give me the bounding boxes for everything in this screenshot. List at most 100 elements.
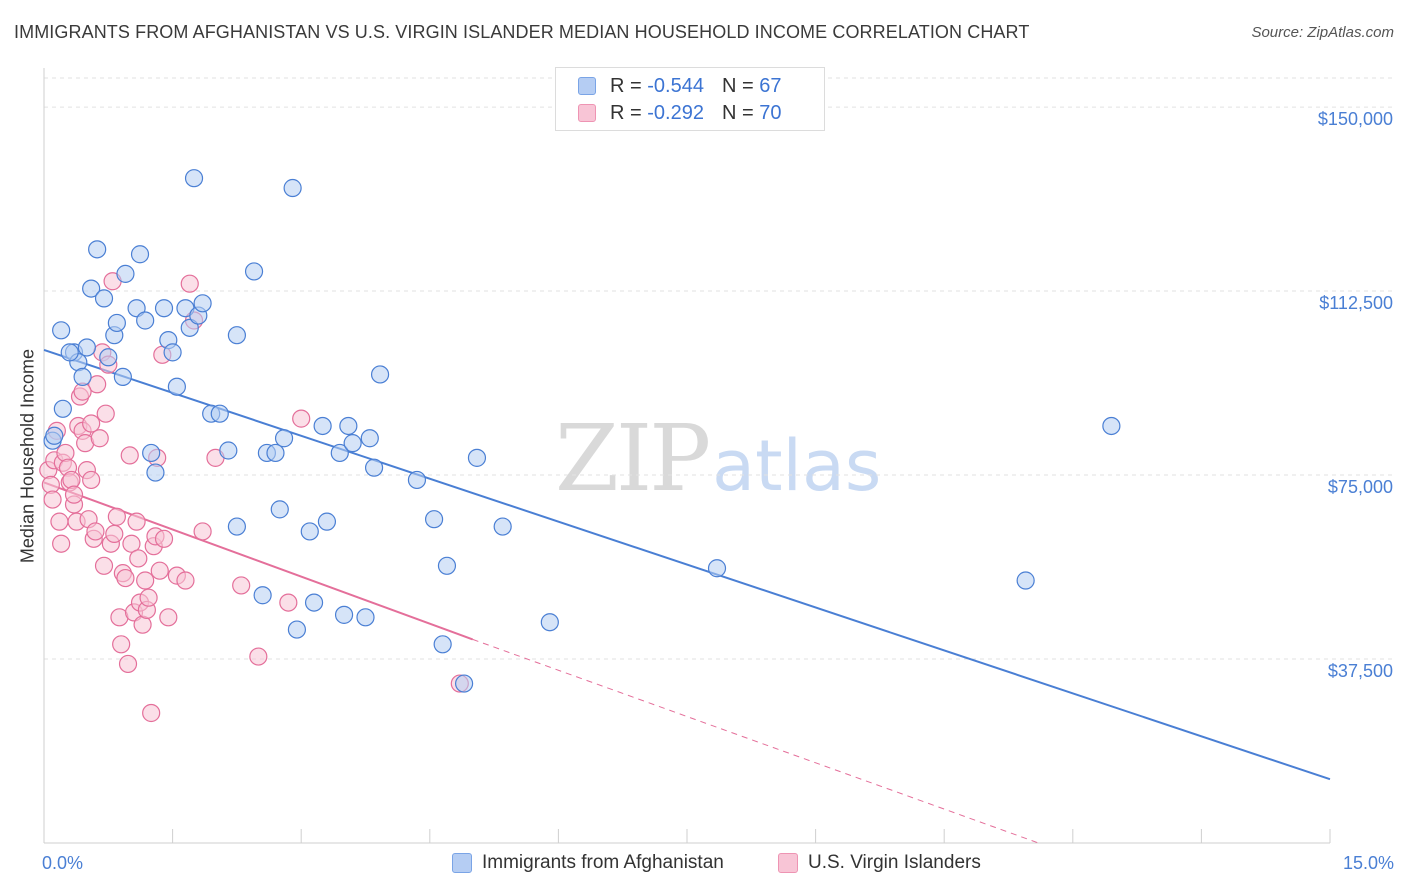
data-point-virgin-islanders	[112, 635, 131, 654]
data-point-virgin-islanders	[122, 534, 141, 553]
data-point-afghanistan	[116, 264, 135, 283]
data-points	[39, 169, 1121, 723]
data-point-virgin-islanders	[120, 446, 139, 465]
data-point-virgin-islanders	[118, 654, 138, 674]
data-point-afghanistan	[107, 313, 126, 333]
data-point-virgin-islanders	[82, 470, 101, 490]
x-tick-label-max: 15.0%	[1342, 853, 1394, 873]
data-point-virgin-islanders	[193, 522, 212, 541]
legend-label: U.S. Virgin Islanders	[808, 852, 981, 873]
stats-row-virgin-islanders: R = -0.292 N = 70	[578, 101, 781, 125]
chart-source: Source: ZipAtlas.com	[1251, 24, 1394, 41]
data-point-afghanistan	[360, 429, 379, 448]
data-point-afghanistan	[142, 443, 161, 463]
data-point-afghanistan	[433, 635, 452, 654]
data-point-virgin-islanders	[107, 507, 126, 526]
data-point-afghanistan	[167, 377, 186, 396]
data-point-virgin-islanders	[82, 414, 101, 433]
data-point-virgin-islanders	[249, 647, 268, 666]
data-point-virgin-islanders	[139, 588, 158, 607]
n-value: 70	[759, 101, 782, 124]
r-value: -0.544	[647, 74, 704, 97]
legend-item-virgin-islanders[interactable]: U.S. Virgin Islanders	[778, 852, 981, 874]
data-point-virgin-islanders	[116, 568, 135, 588]
data-point-afghanistan	[52, 321, 71, 340]
data-point-afghanistan	[88, 240, 107, 259]
trend-line-extension-1	[472, 638, 1039, 844]
data-point-afghanistan	[356, 608, 375, 627]
legend-item-afghanistan[interactable]: Immigrants from Afghanistan	[452, 852, 724, 874]
data-point-afghanistan	[274, 429, 294, 448]
data-point-virgin-islanders	[129, 549, 148, 568]
data-point-virgin-islanders	[159, 608, 178, 627]
x-tick-label-min: 0.0%	[42, 853, 84, 873]
data-point-afghanistan	[127, 299, 146, 318]
data-point-afghanistan	[73, 367, 92, 387]
data-point-virgin-islanders	[62, 470, 81, 490]
stats-swatch-blue	[578, 77, 596, 95]
y-axis-title: Median Household Income	[17, 348, 38, 564]
data-point-virgin-islanders	[96, 404, 115, 423]
data-point-afghanistan	[82, 279, 101, 298]
data-point-virgin-islanders	[52, 534, 71, 553]
data-point-afghanistan	[343, 434, 362, 453]
data-point-virgin-islanders	[88, 375, 107, 394]
data-point-afghanistan	[1102, 416, 1121, 436]
trend-line-0	[43, 348, 1331, 781]
data-point-virgin-islanders	[105, 524, 124, 544]
data-point-afghanistan	[317, 512, 337, 531]
data-point-afghanistan	[113, 367, 132, 387]
n-label: N =	[721, 74, 754, 97]
data-point-virgin-islanders	[279, 593, 298, 612]
data-point-afghanistan	[330, 443, 349, 463]
data-point-afghanistan	[253, 586, 272, 605]
trend-lines	[43, 348, 1331, 844]
data-point-virgin-islanders	[180, 274, 199, 293]
y-tick-label: $37,500	[1328, 661, 1393, 681]
data-point-afghanistan	[94, 289, 114, 308]
data-point-afghanistan	[270, 500, 289, 519]
data-point-afghanistan	[60, 343, 79, 362]
stats-row-afghanistan: R = -0.544 N = 67	[578, 74, 781, 98]
data-point-afghanistan	[193, 294, 212, 313]
data-point-virgin-islanders	[56, 443, 75, 463]
data-point-afghanistan	[163, 343, 182, 362]
data-point-afghanistan	[136, 311, 155, 330]
data-point-virgin-islanders	[150, 561, 169, 580]
data-point-virgin-islanders	[50, 512, 69, 531]
data-point-virgin-islanders	[232, 576, 251, 595]
y-tick-label: $150,000	[1318, 109, 1393, 129]
data-point-afghanistan	[219, 441, 238, 460]
axes	[43, 68, 1331, 844]
stats-swatch-pink	[578, 104, 596, 122]
legend-label: Immigrants from Afghanistan	[482, 852, 724, 873]
data-point-afghanistan	[287, 620, 307, 639]
data-point-afghanistan	[339, 416, 358, 436]
data-point-virgin-islanders	[142, 703, 161, 723]
stats-box: R = -0.544 N = 67 R = -0.292 N = 70	[555, 67, 825, 131]
data-point-afghanistan	[283, 178, 302, 198]
data-point-afghanistan	[407, 470, 427, 490]
data-point-afghanistan	[244, 262, 264, 281]
data-point-afghanistan	[424, 510, 444, 529]
data-point-virgin-islanders	[127, 512, 146, 531]
data-point-afghanistan	[77, 338, 96, 357]
data-point-virgin-islanders	[94, 556, 114, 575]
data-point-afghanistan	[493, 517, 512, 536]
data-point-afghanistan	[437, 556, 457, 575]
data-point-afghanistan	[707, 559, 727, 578]
legend-swatch-pink	[778, 853, 798, 873]
data-point-afghanistan	[227, 326, 246, 345]
data-point-afghanistan	[184, 169, 204, 188]
data-point-afghanistan	[99, 348, 118, 367]
data-point-virgin-islanders	[154, 529, 174, 548]
data-point-afghanistan	[266, 443, 285, 463]
y-tick-label: $75,000	[1328, 477, 1393, 497]
data-point-afghanistan	[227, 517, 246, 536]
data-point-virgin-islanders	[292, 409, 311, 428]
data-point-afghanistan	[454, 674, 474, 693]
r-value: -0.292	[647, 101, 704, 124]
y-tick-labels: $37,500 $75,000 $112,500 $150,000	[1318, 109, 1393, 681]
data-point-virgin-islanders	[90, 429, 109, 448]
